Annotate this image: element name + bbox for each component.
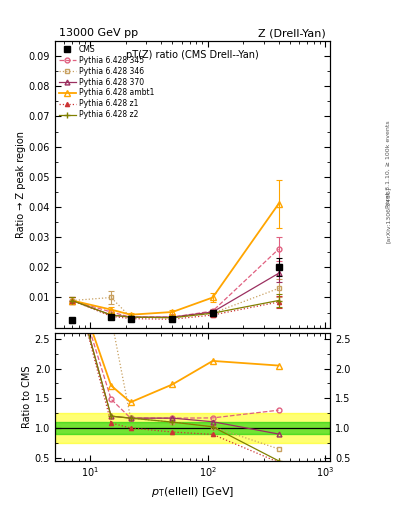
Y-axis label: Ratio → Z peak region: Ratio → Z peak region	[16, 131, 26, 238]
Text: Rivet 3.1.10, ≥ 100k events: Rivet 3.1.10, ≥ 100k events	[386, 120, 391, 208]
Legend: CMS, Pythia 6.428 345, Pythia 6.428 346, Pythia 6.428 370, Pythia 6.428 ambt1, P: CMS, Pythia 6.428 345, Pythia 6.428 346,…	[57, 43, 156, 121]
Y-axis label: Ratio to CMS: Ratio to CMS	[22, 366, 32, 428]
Text: pT(Z) ratio (CMS Drell--Yan): pT(Z) ratio (CMS Drell--Yan)	[126, 50, 259, 59]
Bar	[55, 413, 330, 443]
Text: Z (Drell-Yan): Z (Drell-Yan)	[259, 28, 326, 38]
Text: 13000 GeV pp: 13000 GeV pp	[59, 28, 138, 38]
Text: [arXiv:1306.3436]: [arXiv:1306.3436]	[386, 187, 391, 243]
X-axis label: $p_\mathrm{T}$(ellell) [GeV]: $p_\mathrm{T}$(ellell) [GeV]	[151, 485, 234, 499]
Bar	[55, 422, 330, 434]
